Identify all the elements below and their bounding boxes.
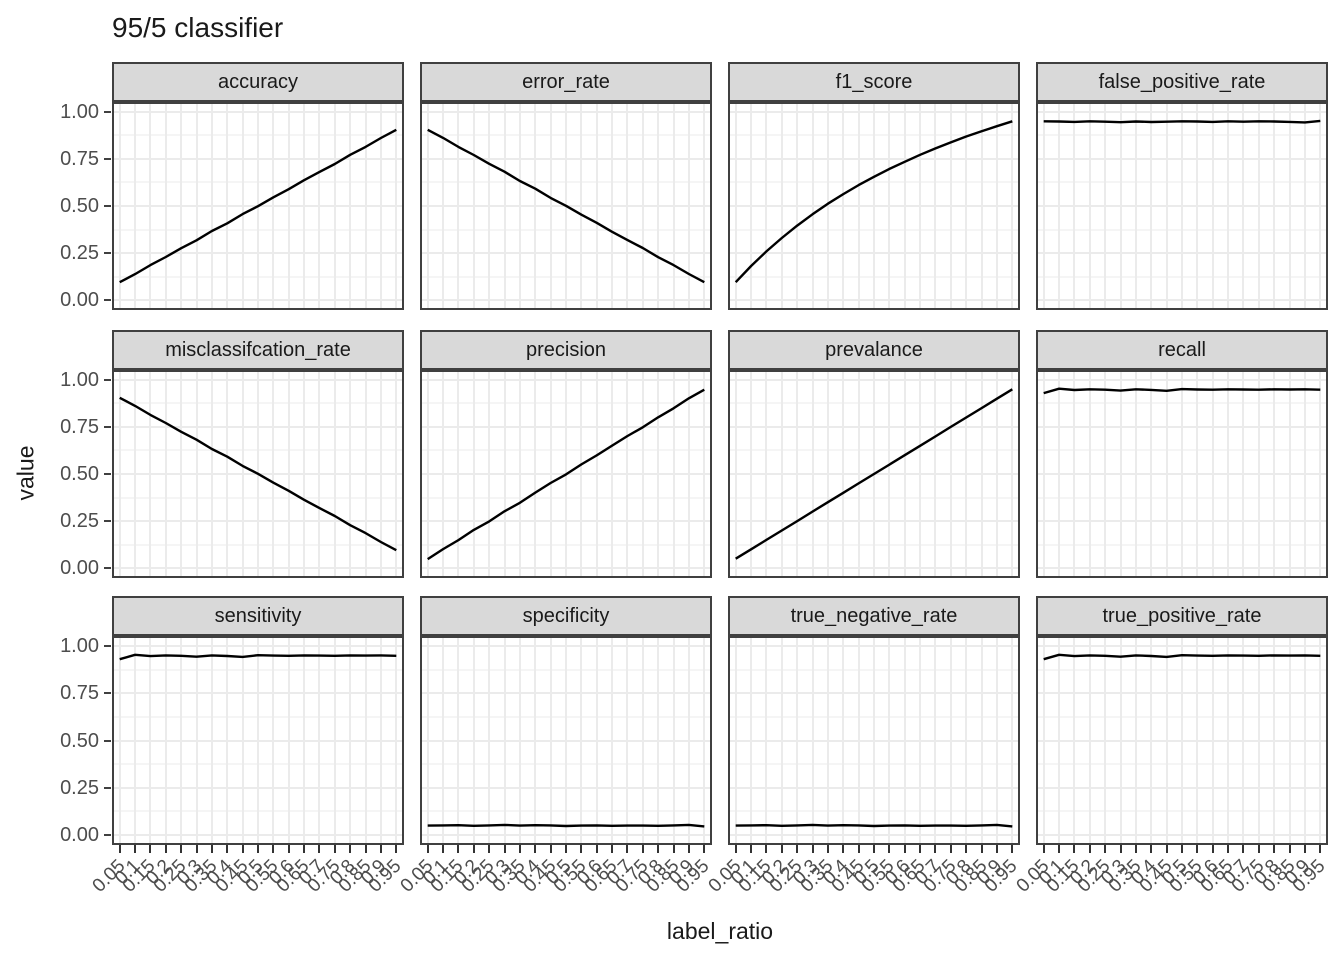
facet-strip: misclassifcation_rate <box>112 330 404 370</box>
y-tick-mark <box>104 378 111 381</box>
y-tick-label: 0.50 <box>60 729 99 752</box>
y-tick-label: 0.00 <box>60 824 99 847</box>
facet-strip: specificity <box>420 596 712 636</box>
facet-strip-label: accuracy <box>217 70 299 93</box>
y-tick-mark <box>104 786 111 789</box>
facet-panel-recall <box>1036 370 1328 578</box>
y-tick-label: 0.75 <box>60 682 99 705</box>
facet-strip-label: prevalance <box>825 338 923 361</box>
facet-strip-label: true_negative_rate <box>790 604 958 627</box>
y-tick-label: 0.50 <box>60 463 99 485</box>
facet-panel-misclassifcation-rate <box>112 370 404 578</box>
facet-strip: prevalance <box>728 330 1020 370</box>
y-tick-label: 0.50 <box>60 195 99 217</box>
facet-panel-false-positive-rate <box>1036 102 1328 310</box>
y-tick-mark <box>104 567 111 570</box>
y-tick-label: 1.00 <box>60 634 99 657</box>
facet-panel-prevalance <box>728 370 1020 578</box>
facet-panel-specificity: 0.050.10.150.20.250.30.350.40.450.50.550… <box>397 636 714 897</box>
y-tick-mark <box>104 110 111 113</box>
y-tick-label: 0.75 <box>60 415 99 438</box>
y-tick-mark <box>104 834 111 837</box>
y-tick-label: 0.00 <box>60 557 99 580</box>
x-axis-title: label_ratio <box>666 918 774 944</box>
facet-panel-f1-score <box>728 102 1020 310</box>
facet-panel-sensitivity: 0.050.10.150.20.250.30.350.40.450.50.550… <box>89 636 406 897</box>
facet-strip: error_rate <box>420 62 712 102</box>
y-tick-mark <box>104 644 111 647</box>
facet-strip-label: true_positive_rate <box>1102 604 1262 627</box>
y-tick-mark <box>104 425 111 428</box>
y-tick-mark <box>104 299 111 302</box>
facet-strip: false_positive_rate <box>1036 62 1328 102</box>
y-tick-label: 0.25 <box>60 776 99 799</box>
facet-panel-true-negative-rate: 0.050.10.150.20.250.30.350.40.450.50.550… <box>705 636 1022 897</box>
y-tick-mark <box>104 520 111 523</box>
facet-strip: sensitivity <box>112 596 404 636</box>
y-tick-mark <box>104 205 111 207</box>
facet-strip-label: specificity <box>522 604 610 627</box>
y-axis-title: value <box>12 445 39 501</box>
facet-strip: precision <box>420 330 712 370</box>
facet-strip: true_negative_rate <box>728 596 1020 636</box>
facet-panel-true-positive-rate: 0.050.10.150.20.250.30.350.40.450.50.550… <box>1013 636 1330 897</box>
facet-strip: accuracy <box>112 62 404 102</box>
facet-strip-label: misclassifcation_rate <box>165 338 351 361</box>
facet-strip-label: sensitivity <box>214 604 302 627</box>
y-tick-mark <box>104 692 111 695</box>
facet-panel-accuracy <box>112 102 404 310</box>
y-tick-label: 0.75 <box>60 147 99 170</box>
y-tick-label: 1.00 <box>60 100 99 123</box>
facet-strip-label: f1_score <box>835 70 913 93</box>
facet-strip-label: precision <box>525 338 607 361</box>
facet-strip: f1_score <box>728 62 1020 102</box>
facet-panel-precision <box>420 370 712 578</box>
facet-strip-label: recall <box>1158 338 1206 361</box>
y-tick-label: 0.25 <box>60 510 99 533</box>
y-tick-label: 1.00 <box>60 368 99 391</box>
y-tick-mark <box>104 252 111 255</box>
y-tick-label: 0.25 <box>60 242 99 265</box>
facet-panel-error-rate <box>420 102 712 310</box>
y-tick-mark <box>104 157 111 160</box>
facet-strip-label: false_positive_rate <box>1098 70 1266 93</box>
facet-strip: true_positive_rate <box>1036 596 1328 636</box>
y-tick-mark <box>104 739 111 742</box>
facet-strip: recall <box>1036 330 1328 370</box>
y-tick-mark <box>104 473 111 475</box>
y-tick-label: 0.00 <box>60 289 99 312</box>
facet-strip-label: error_rate <box>522 70 610 93</box>
chart-title: 95/5 classifier <box>112 12 284 43</box>
